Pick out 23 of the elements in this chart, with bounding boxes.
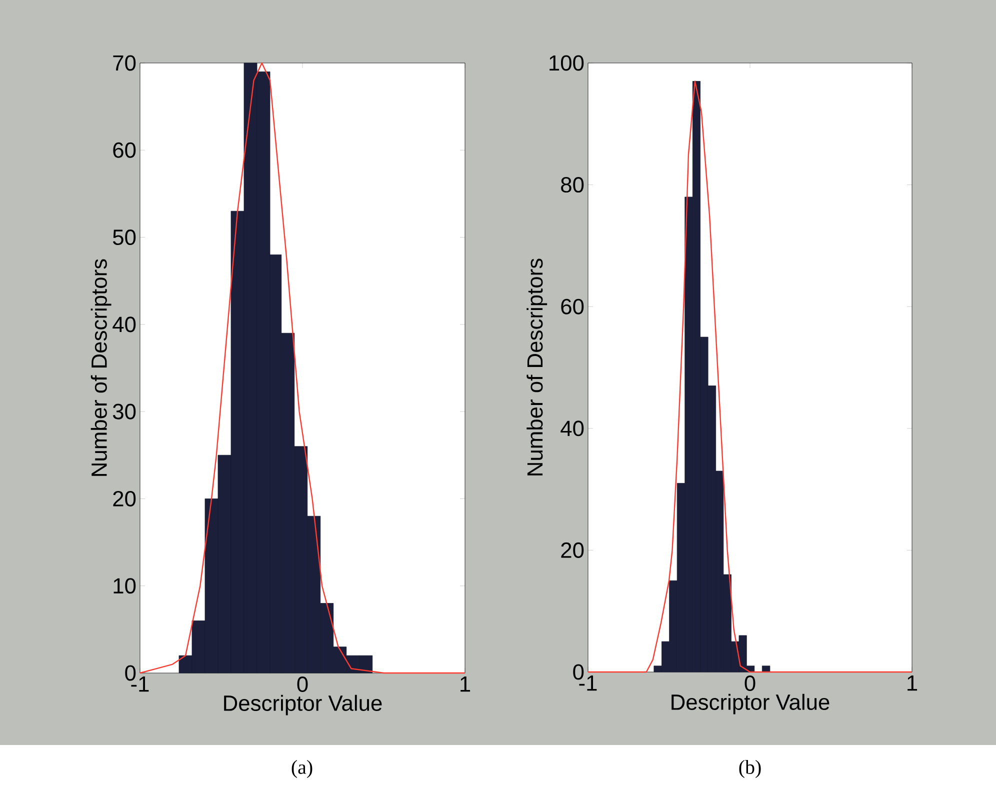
x-axis-title: Descriptor Value xyxy=(224,694,382,716)
x-tick-label: 0 xyxy=(744,676,756,692)
text: (b) xyxy=(739,760,761,778)
x-axis-title: Descriptor Value xyxy=(672,694,830,714)
y-tick-label: 60 xyxy=(561,298,584,314)
y-axis-title: Number of Descriptors xyxy=(90,259,112,476)
y-tick-label: 100 xyxy=(550,55,584,71)
x-tick-label: 0 xyxy=(297,676,308,692)
line-series xyxy=(587,80,913,673)
y-axis-title: Number of Descriptors xyxy=(526,258,548,476)
y-tick-label: 40 xyxy=(560,420,584,436)
y-tick-label: 80 xyxy=(561,177,584,193)
text: (a) xyxy=(292,760,312,778)
y-tick-label: 70 xyxy=(113,55,136,71)
y-tick-label: 10 xyxy=(114,578,136,594)
x-tick-label: 1 xyxy=(460,676,470,692)
y-tick-label: 30 xyxy=(112,404,136,420)
y-tick-label: 20 xyxy=(113,490,136,506)
y-tick-label: 20 xyxy=(561,542,584,558)
x-tick-label: 1 xyxy=(908,676,918,691)
y-tick-label: 60 xyxy=(113,142,136,158)
y-tick-label: 50 xyxy=(112,230,136,246)
y-tick-label: 40 xyxy=(112,316,136,332)
